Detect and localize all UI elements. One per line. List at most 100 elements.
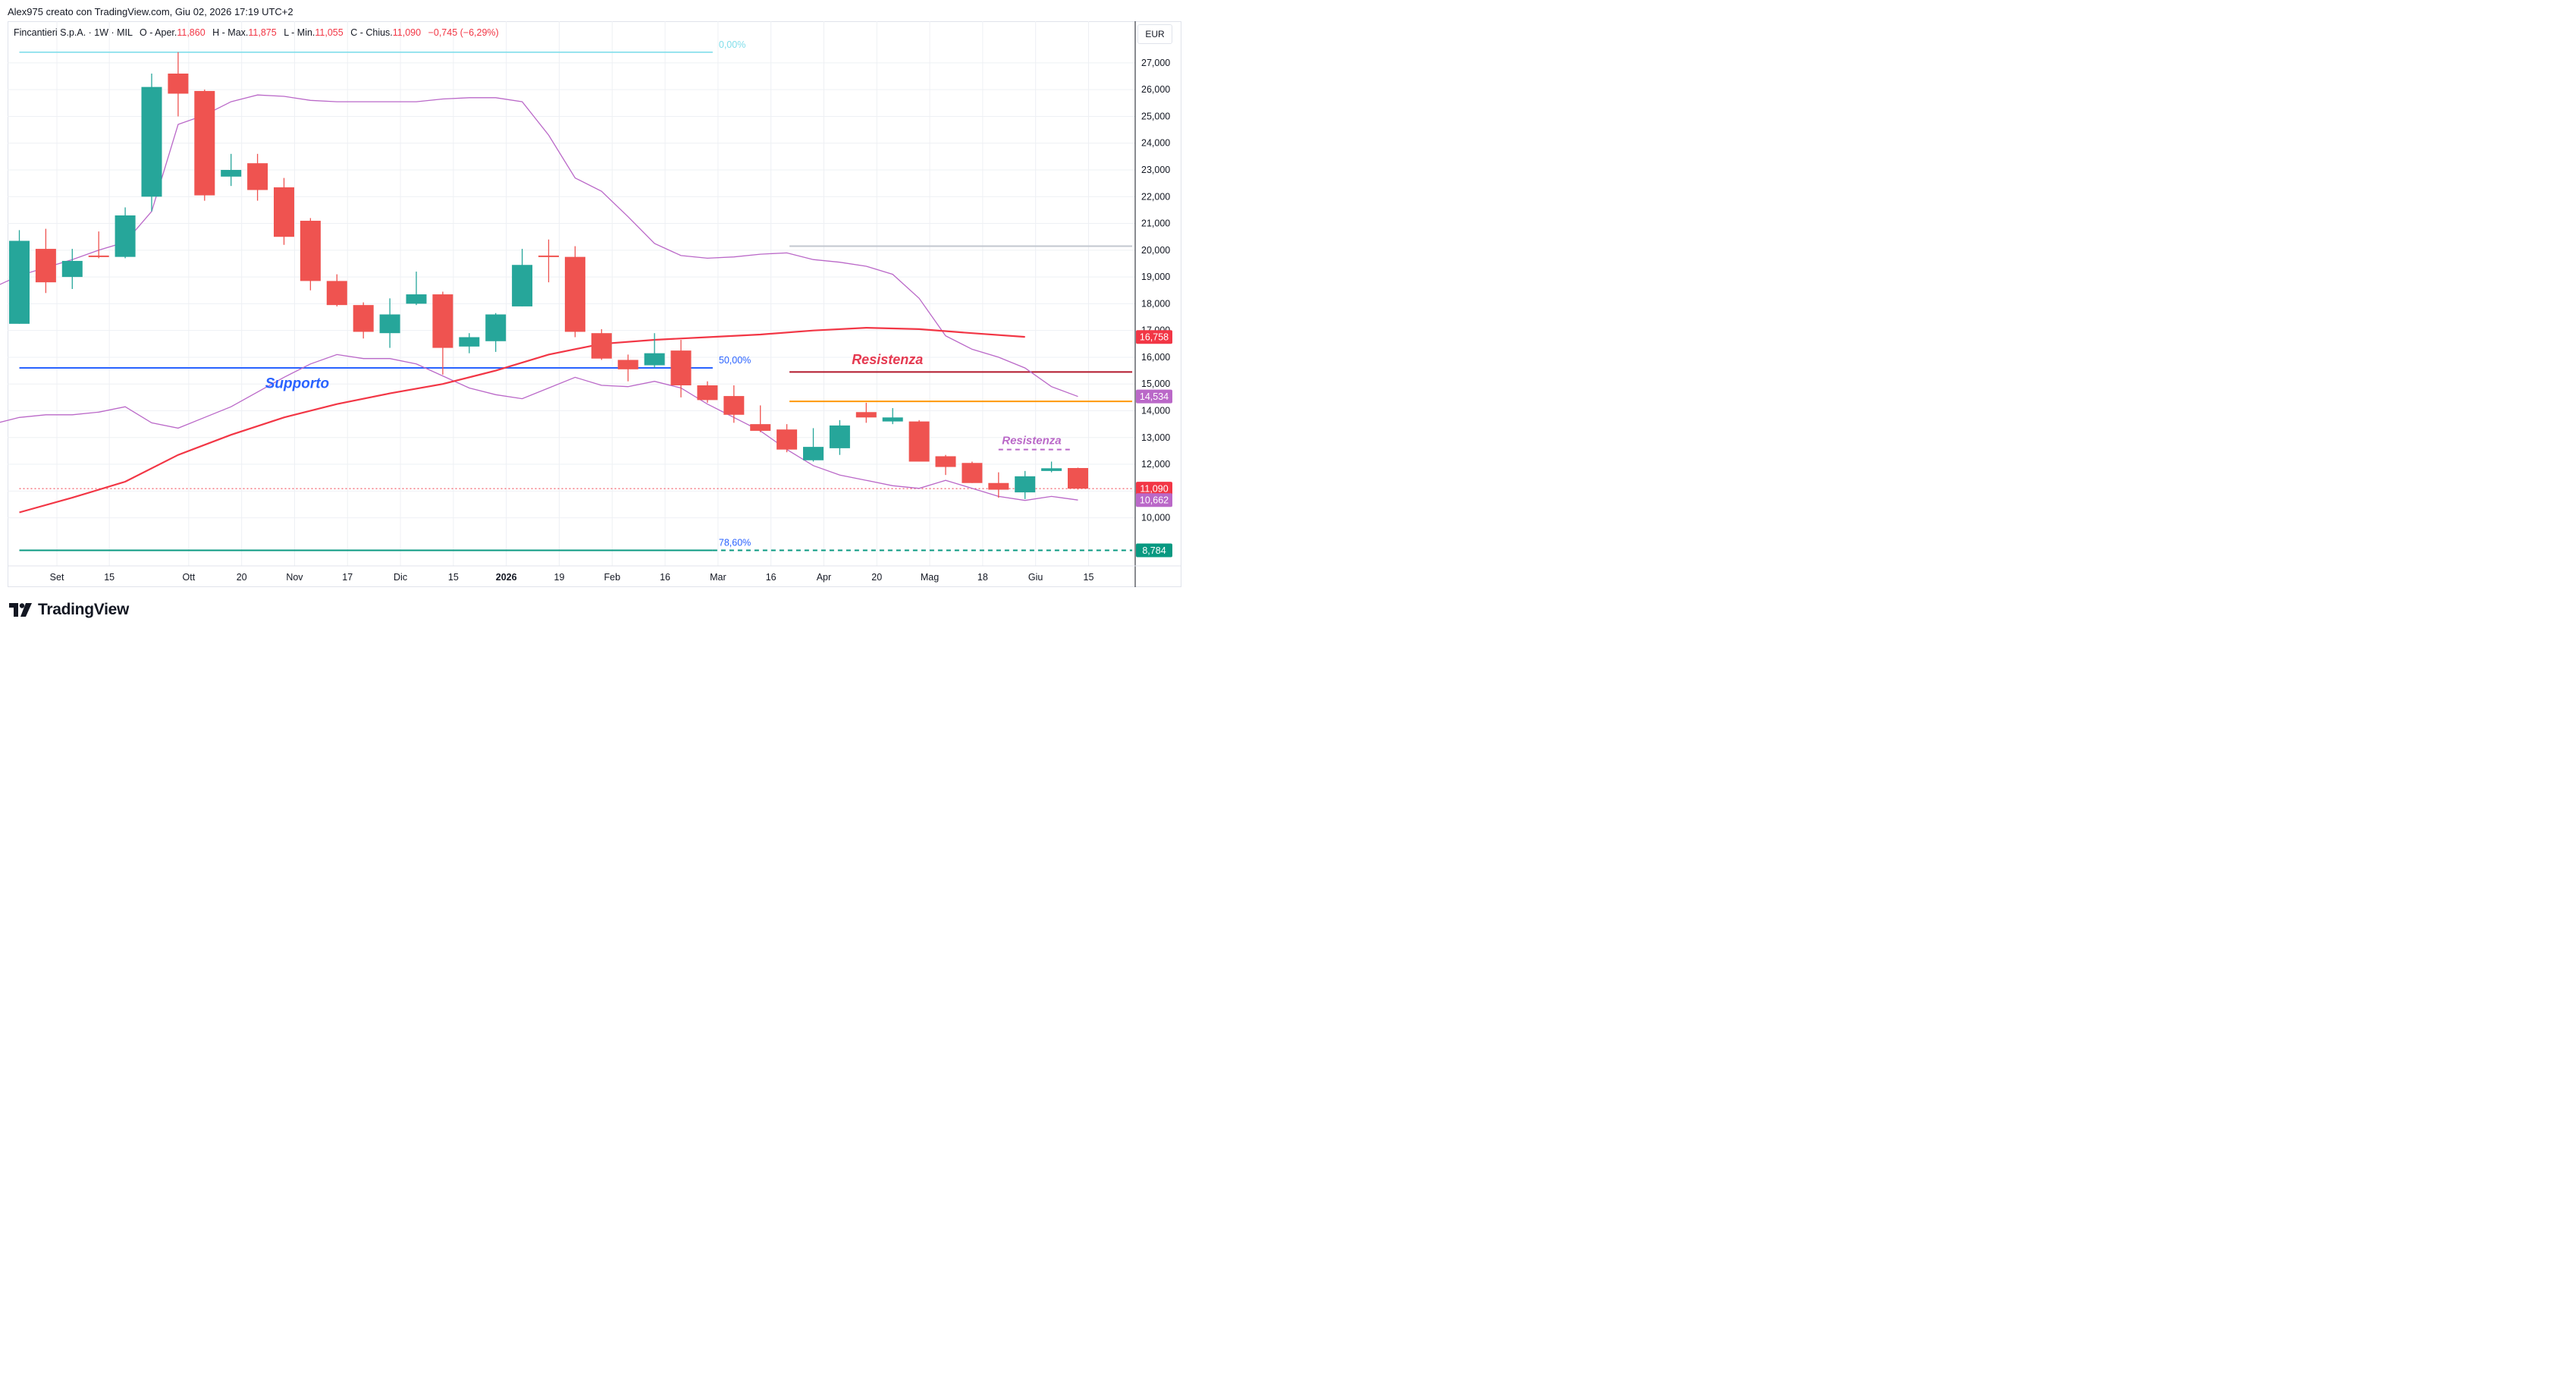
candle-up: [115, 207, 136, 259]
legend-low-label: L - Min.: [284, 27, 315, 38]
candle-body: [988, 482, 1009, 490]
candle-body: [9, 240, 30, 324]
price-tag-label: 11,090: [1140, 484, 1168, 495]
candle-body: [512, 265, 533, 306]
x-tick-label: 15: [448, 572, 459, 583]
candle-down: [617, 354, 639, 382]
candle-body: [538, 255, 559, 257]
candle-body: [803, 447, 824, 460]
currency-selector[interactable]: EUR: [1137, 24, 1172, 44]
candle-down: [697, 381, 718, 403]
x-tick-label: Giu: [1028, 572, 1043, 583]
candle-body: [591, 333, 612, 359]
candle-down: [353, 302, 374, 339]
level-label-fib-0: 0,00%: [719, 39, 745, 50]
x-tick-label: Nov: [286, 572, 303, 583]
candle-body: [1041, 468, 1062, 471]
candle-down: [935, 454, 956, 476]
candle-up: [644, 333, 665, 369]
price-tag-bg: [1136, 330, 1172, 344]
x-tick-label: Ott: [183, 572, 196, 583]
price-tag-bg: [1136, 389, 1172, 404]
candle-up: [221, 153, 242, 187]
x-tick-label: Mar: [710, 572, 726, 583]
candle-body: [300, 221, 321, 281]
candle-down: [962, 461, 983, 483]
x-tick-label: 18: [977, 572, 988, 583]
legend-close-value: 11,090: [392, 27, 422, 38]
y-tick-label: 25,000: [1141, 111, 1170, 121]
candle-up: [406, 272, 427, 306]
x-tick-label: 2026: [496, 572, 517, 583]
price-tag-bg: [1136, 493, 1172, 507]
y-tick-label: 26,000: [1141, 84, 1170, 95]
candle-body: [829, 425, 850, 448]
candle-up: [1041, 461, 1062, 473]
legend-open-value: 11,860: [177, 27, 206, 38]
price-tag-label: 16,758: [1140, 332, 1169, 343]
candle-body: [777, 429, 798, 450]
candle-down: [194, 90, 215, 201]
candle-up: [459, 333, 480, 353]
annotation-resistenza: Resistenza: [1002, 435, 1061, 448]
candle-body: [617, 360, 639, 369]
candle-up: [882, 407, 903, 425]
candle-body: [221, 170, 242, 177]
candle-down: [670, 340, 692, 397]
legend-low-value: 11,055: [315, 27, 344, 38]
x-tick-label: Feb: [604, 572, 620, 583]
x-tick-label: 20: [237, 572, 247, 583]
annotation-resistenza: Resistenza: [852, 352, 923, 367]
candle-body: [194, 90, 215, 196]
candle-body: [168, 74, 189, 94]
legend-symbol: Fincantieri S.p.A. · 1W · MIL: [14, 27, 133, 38]
candle-up: [61, 249, 83, 289]
legend-close-label: C - Chius.: [350, 27, 393, 38]
candle-body: [564, 256, 585, 332]
legend-change: −0,745 (−6,29%): [428, 27, 499, 38]
ohlc-legend: Fincantieri S.p.A. · 1W · MIL O - Aper.1…: [14, 27, 499, 38]
candle-up: [141, 74, 162, 212]
candle-body: [644, 353, 665, 366]
y-tick-label: 15,000: [1141, 379, 1170, 389]
candle-down: [723, 385, 745, 423]
candle-down: [777, 424, 798, 453]
candle-down: [247, 153, 268, 201]
x-tick-label: Apr: [817, 572, 831, 583]
x-tick-label: 16: [660, 572, 670, 583]
candle-body: [1015, 476, 1036, 493]
price-chart[interactable]: 0,00% 50,00% 78,60% Supporto Resistenza Resi…: [0, 0, 1189, 633]
tradingview-logo[interactable]: TradingView: [9, 601, 129, 619]
candle-body: [882, 417, 903, 422]
candle-body: [88, 255, 109, 257]
y-tick-label: 27,000: [1141, 58, 1170, 68]
candle-down: [300, 218, 321, 291]
candle-body: [723, 396, 745, 415]
candle-down: [88, 231, 109, 259]
y-tick-label: 18,000: [1141, 298, 1170, 309]
price-tag: 10,662: [1136, 493, 1172, 507]
level-label-supporto: 50,00%: [719, 355, 751, 366]
y-tick-label: 21,000: [1141, 218, 1170, 229]
y-tick-label: 14,000: [1141, 405, 1170, 416]
candle-up: [1015, 470, 1036, 499]
candle-body: [697, 385, 718, 401]
y-tick-label: 19,000: [1141, 272, 1170, 282]
candle-down: [538, 239, 559, 283]
y-tick-label: 22,000: [1141, 191, 1170, 202]
candle-body: [35, 249, 56, 283]
candle-up: [512, 249, 533, 306]
annotation-supporto: Supporto: [265, 376, 329, 392]
x-tick-label: 20: [871, 572, 882, 583]
level-label-fib-786: 78,60%: [719, 537, 751, 548]
candle-down: [168, 52, 189, 117]
price-tag-label: 8,784: [1142, 545, 1166, 556]
legend-high-label: H - Max.: [212, 27, 249, 38]
y-tick-label: 23,000: [1141, 165, 1170, 175]
candle-down: [274, 178, 294, 245]
y-tick-label: 24,000: [1141, 138, 1170, 149]
bollinger-bands: [0, 94, 1078, 501]
candle-down: [432, 291, 453, 375]
candle-body: [935, 456, 956, 467]
y-tick-label: 20,000: [1141, 245, 1170, 256]
